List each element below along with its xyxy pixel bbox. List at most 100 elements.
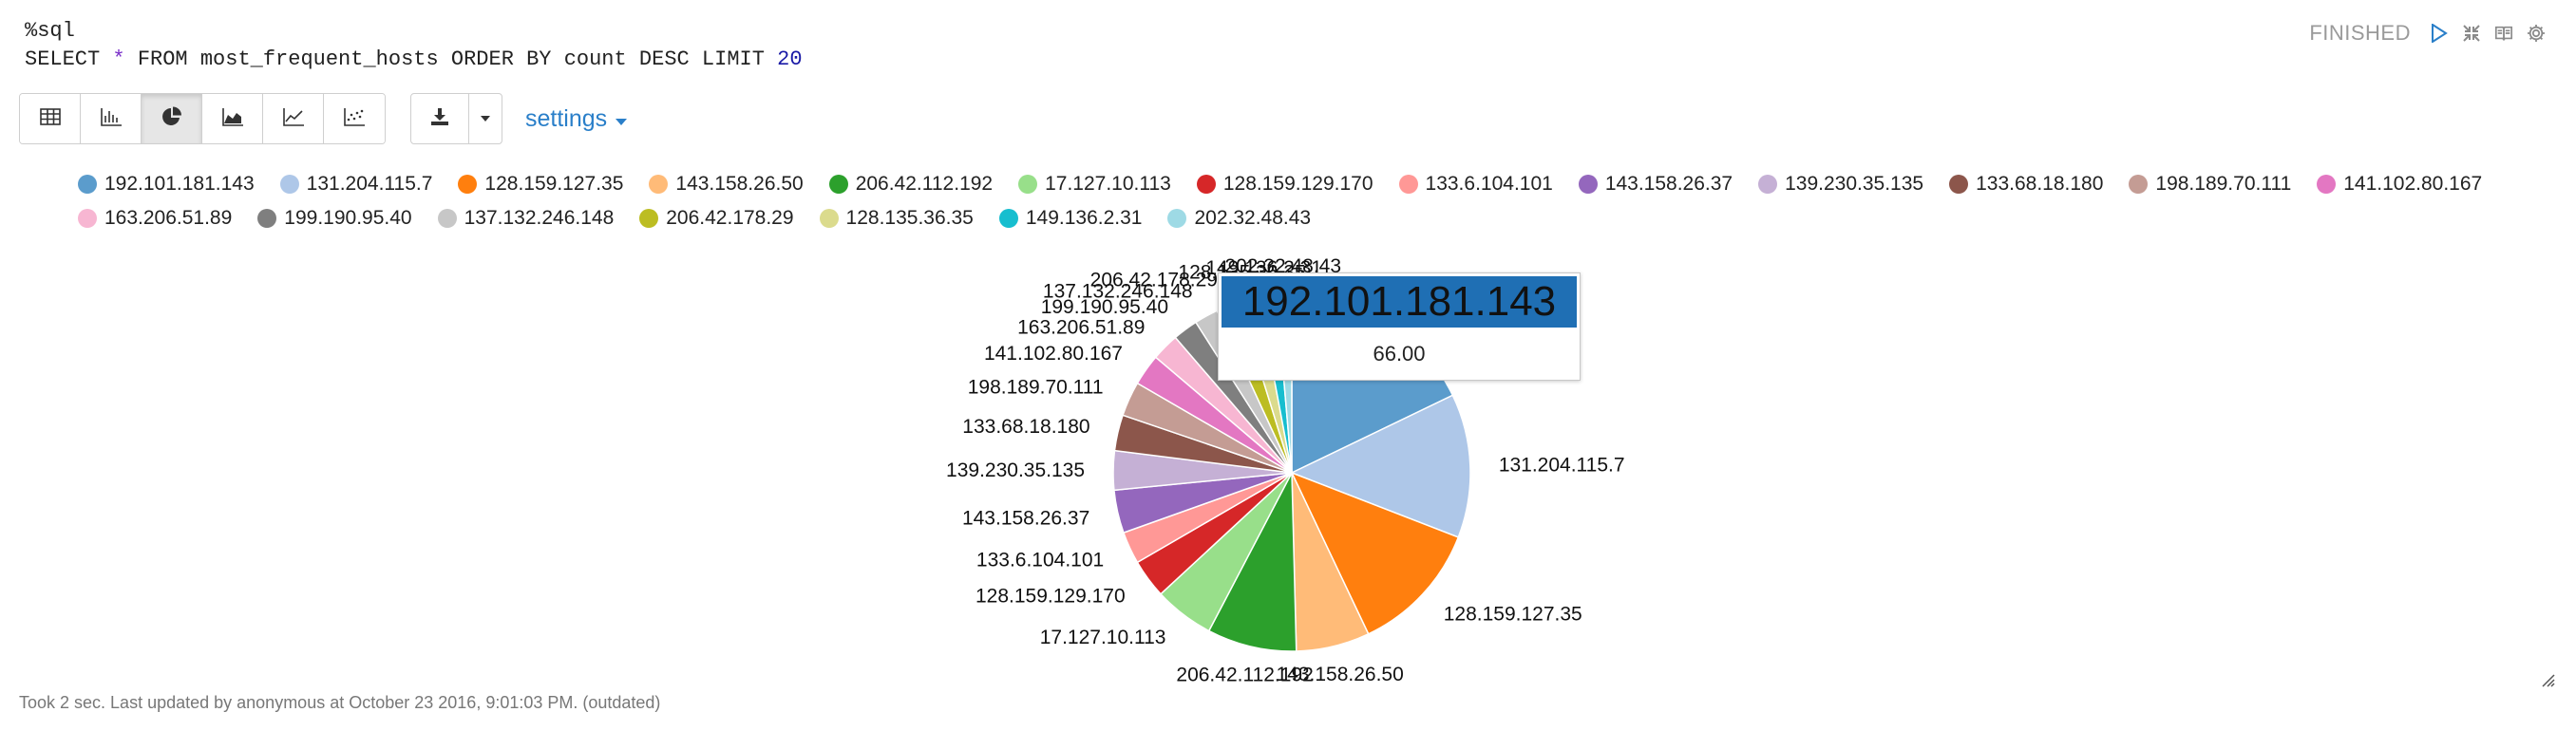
legend-label: 202.32.48.43 bbox=[1194, 207, 1312, 229]
legend-swatch bbox=[78, 175, 97, 194]
legend-item[interactable]: 143.158.26.37 bbox=[1578, 173, 1733, 196]
line-chart-button[interactable] bbox=[263, 94, 324, 143]
legend-item[interactable]: 206.42.178.29 bbox=[639, 207, 794, 230]
legend-swatch bbox=[2129, 175, 2149, 194]
pie-slice[interactable] bbox=[1290, 394, 1471, 538]
code-line-2: SELECT * FROM most_frequent_hosts ORDER … bbox=[25, 46, 2209, 74]
settings-label: settings bbox=[525, 104, 608, 132]
pie-chart-button[interactable] bbox=[142, 94, 202, 143]
legend-item[interactable]: 149.136.2.31 bbox=[998, 207, 1143, 230]
legend-swatch bbox=[78, 209, 97, 228]
pie-chart-icon bbox=[161, 106, 182, 132]
collapse-icon[interactable] bbox=[2462, 24, 2481, 43]
resize-handle[interactable] bbox=[2540, 672, 2555, 692]
legend-swatch bbox=[1578, 175, 1598, 194]
tooltip-value: 66.00 bbox=[1373, 342, 1426, 366]
play-icon[interactable] bbox=[2430, 24, 2449, 43]
slice-label: 163.206.51.89 bbox=[1017, 316, 1145, 338]
legend-item[interactable]: 163.206.51.89 bbox=[78, 207, 232, 230]
legend-label: 133.6.104.101 bbox=[1425, 173, 1553, 195]
status-text: FINISHED bbox=[2309, 21, 2411, 45]
sql-body: FROM most_frequent_hosts ORDER BY count … bbox=[124, 47, 778, 71]
legend-label: 143.158.26.37 bbox=[1604, 173, 1733, 195]
slice-label: 198.189.70.111 bbox=[968, 377, 1104, 399]
legend-swatch bbox=[1949, 175, 1969, 194]
legend-item[interactable]: 137.132.246.148 bbox=[437, 207, 615, 230]
legend-item[interactable]: 139.230.35.135 bbox=[1758, 173, 1923, 196]
resize-handle-icon bbox=[2542, 674, 2555, 687]
visualization-toolbar: settings bbox=[19, 93, 628, 144]
legend-item[interactable]: 17.127.10.113 bbox=[1018, 173, 1171, 196]
legend-label: 143.158.26.50 bbox=[675, 173, 804, 195]
legend-label: 198.189.70.111 bbox=[2155, 173, 2292, 195]
legend-item[interactable]: 131.204.115.7 bbox=[279, 173, 432, 196]
legend-item[interactable]: 192.101.181.143 bbox=[78, 173, 255, 196]
pie-slice[interactable] bbox=[1207, 470, 1297, 652]
scatter-chart-button[interactable] bbox=[324, 94, 385, 143]
chart-type-group bbox=[19, 93, 386, 144]
slice-label: 206.42.178.29 bbox=[1090, 269, 1218, 291]
legend-item[interactable]: 198.189.70.111 bbox=[2129, 173, 2291, 196]
scatter-chart-icon bbox=[343, 107, 366, 131]
caret-down-icon bbox=[615, 105, 628, 133]
sql-limit-value: 20 bbox=[777, 47, 803, 71]
legend-swatch bbox=[639, 209, 659, 228]
legend-label: 192.101.181.143 bbox=[104, 173, 255, 195]
legend-item[interactable]: 128.135.36.35 bbox=[819, 207, 974, 230]
legend-swatch bbox=[279, 175, 299, 194]
download-button[interactable] bbox=[411, 94, 469, 143]
legend-item[interactable]: 133.6.104.101 bbox=[1398, 173, 1553, 196]
table-view-button[interactable] bbox=[20, 94, 81, 143]
bar-chart-button[interactable] bbox=[81, 94, 142, 143]
gear-icon[interactable] bbox=[2527, 24, 2546, 43]
legend-label: 139.230.35.135 bbox=[1785, 173, 1924, 195]
legend-label: 163.206.51.89 bbox=[104, 207, 233, 229]
paragraph-status: FINISHED bbox=[2309, 21, 2546, 46]
slice-label: 141.102.80.167 bbox=[984, 343, 1123, 365]
code-line-1: %sql bbox=[25, 19, 75, 43]
slice-label: 199.190.95.40 bbox=[1041, 296, 1168, 318]
legend-swatch bbox=[458, 175, 478, 194]
legend-label: 128.159.127.35 bbox=[484, 173, 624, 195]
download-icon bbox=[430, 107, 449, 131]
legend-swatch bbox=[257, 209, 277, 228]
bar-chart-icon bbox=[100, 107, 123, 131]
legend-swatch bbox=[1018, 175, 1038, 194]
slice-label: 128.159.129.170 bbox=[975, 586, 1126, 608]
slice-label: 133.68.18.180 bbox=[962, 416, 1089, 438]
legend-item[interactable]: 206.42.112.192 bbox=[828, 173, 993, 196]
legend-label: 17.127.10.113 bbox=[1045, 173, 1171, 195]
legend-item[interactable]: 143.158.26.50 bbox=[649, 173, 804, 196]
legend-item[interactable]: 202.32.48.43 bbox=[1167, 207, 1311, 230]
legend-label: 133.68.18.180 bbox=[1976, 173, 2104, 195]
legend-item[interactable]: 128.159.129.170 bbox=[1196, 173, 1373, 196]
settings-dropdown[interactable]: settings bbox=[525, 105, 628, 133]
legend-item[interactable]: 128.159.127.35 bbox=[458, 173, 623, 196]
chart-legend: 192.101.181.143 131.204.115.7 128.159.127.… bbox=[78, 173, 2491, 230]
legend-label: 199.190.95.40 bbox=[284, 207, 412, 229]
pie-slice[interactable] bbox=[1290, 471, 1460, 635]
legend-label: 149.136.2.31 bbox=[1025, 207, 1143, 229]
slice-label: 202.32.48.43 bbox=[1224, 255, 1341, 277]
legend-item[interactable]: 199.190.95.40 bbox=[257, 207, 412, 230]
legend-swatch bbox=[649, 175, 669, 194]
legend-label: 206.42.178.29 bbox=[666, 207, 794, 229]
caret-down-icon bbox=[480, 110, 491, 127]
slice-label: 143.158.26.50 bbox=[1276, 664, 1403, 685]
legend-item[interactable]: 141.102.80.167 bbox=[2317, 173, 2482, 196]
legend-label: 137.132.246.148 bbox=[464, 207, 615, 229]
tooltip-title: 192.101.181.143 bbox=[1222, 276, 1577, 328]
slice-label: 128.159.127.35 bbox=[1444, 603, 1582, 625]
legend-label: 128.159.129.170 bbox=[1222, 173, 1373, 195]
legend-item[interactable]: 133.68.18.180 bbox=[1949, 173, 2103, 196]
area-chart-button[interactable] bbox=[202, 94, 263, 143]
sql-editor[interactable]: %sql SELECT * FROM most_frequent_hosts O… bbox=[25, 17, 2209, 74]
chart-tooltip: 192.101.181.143 66.00 bbox=[1218, 272, 1581, 381]
legend-label: 141.102.80.167 bbox=[2343, 173, 2483, 195]
download-dropdown-button[interactable] bbox=[469, 94, 502, 143]
legend-swatch bbox=[819, 209, 839, 228]
book-icon[interactable] bbox=[2494, 24, 2513, 43]
slice-label: 143.158.26.37 bbox=[962, 508, 1089, 530]
legend-swatch bbox=[828, 175, 848, 194]
